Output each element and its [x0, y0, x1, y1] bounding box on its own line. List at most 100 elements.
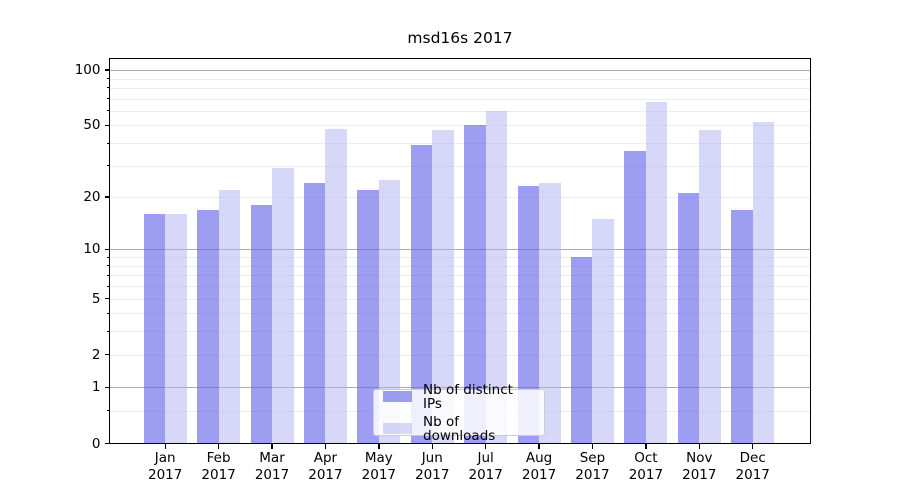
bar-oct-downloads	[645, 102, 668, 444]
y-tick-label-2: 2	[91, 346, 101, 363]
y-minor-tick-70	[107, 98, 110, 100]
gridline-60	[110, 110, 810, 112]
x-label-year: 2017	[735, 466, 770, 483]
y-minor-tick-3	[107, 330, 110, 332]
bar-nov-distinct-ips	[677, 193, 700, 444]
x-label-year: 2017	[148, 466, 183, 483]
x-tick-nov	[698, 443, 700, 449]
x-label-month: Apr	[313, 450, 338, 466]
bar-apr-distinct-ips	[303, 183, 326, 444]
y-minor-tick-40	[107, 142, 110, 144]
x-tick-label-may: May 2017	[362, 450, 396, 483]
legend-label-downloads: Nb of downloads	[423, 413, 496, 444]
legend: Nb of distinct IPs Nb of downloads	[373, 383, 545, 443]
gridline-50	[110, 125, 810, 127]
y-minor-tick-90	[107, 78, 110, 80]
gridline-80	[110, 87, 810, 89]
x-tick-label-sep: Sep 2017	[575, 450, 609, 483]
x-label-month: Oct	[634, 450, 658, 466]
y-minor-tick-30	[107, 165, 110, 167]
x-label-month: Jun	[421, 450, 443, 466]
x-label-month: Dec	[739, 450, 766, 466]
x-tick-mar	[271, 443, 273, 449]
x-tick-dec	[752, 443, 754, 449]
legend-item-distinct-ips: Nb of distinct IPs	[383, 383, 535, 411]
y-minor-tick-50	[107, 124, 110, 126]
bar-mar-downloads	[272, 168, 294, 444]
bar-jul-distinct-ips	[464, 125, 486, 444]
x-tick-label-apr: Apr 2017	[308, 450, 342, 483]
legend-item-downloads: Nb of downloads	[383, 415, 535, 443]
gridline-10	[110, 249, 810, 251]
bar-sep-distinct-ips	[570, 257, 593, 444]
y-minor-tick-9	[107, 256, 110, 258]
y-minor-tick-2	[107, 354, 110, 356]
x-tick-label-jun: Jun 2017	[415, 450, 449, 483]
legend-swatch-downloads	[383, 422, 412, 435]
bar-apr-downloads	[325, 128, 347, 444]
x-label-year: 2017	[521, 466, 557, 483]
y-tick-label-5: 5	[91, 290, 101, 307]
y-tick-label-0: 0	[91, 435, 101, 452]
y-tick-label-1: 1	[91, 379, 101, 396]
x-tick-label-jul: Jul 2017	[468, 450, 502, 483]
y-minor-tick-5	[107, 298, 110, 300]
y-tick-label-50: 50	[83, 117, 101, 134]
plot-area	[110, 59, 810, 444]
x-tick-apr	[324, 443, 327, 449]
x-tick-jan	[164, 443, 166, 449]
gridline-8	[110, 265, 810, 267]
gridline-20	[110, 197, 810, 199]
bar-nov-downloads	[699, 130, 721, 444]
bar-jul-downloads	[485, 110, 508, 444]
x-tick-label-mar: Mar 2017	[255, 450, 289, 483]
x-tick-label-jan: Jan 2017	[148, 450, 182, 483]
x-label-month: Mar	[259, 450, 285, 466]
x-tick-feb	[217, 443, 220, 449]
bar-dec-downloads	[752, 122, 775, 444]
gridline-40	[110, 143, 810, 145]
gridline-1	[110, 387, 810, 389]
x-label-month: Aug	[525, 450, 553, 466]
y-tick-label-100: 100	[74, 62, 101, 79]
legend-label-distinct-ips: Nb of distinct IPs	[423, 381, 513, 412]
x-tick-label-aug: Aug 2017	[522, 450, 556, 483]
x-tick-label-nov: Nov 2017	[682, 450, 716, 483]
y-tick-100	[104, 69, 110, 71]
legend-swatch-distinct-ips	[383, 390, 412, 403]
x-label-month: Jan	[154, 450, 176, 466]
bar-dec-distinct-ips	[731, 209, 753, 444]
x-tick-label-dec: Dec 2017	[736, 450, 770, 483]
bar-feb-distinct-ips	[197, 209, 219, 444]
gridline-5	[110, 298, 810, 300]
y-tick-label-10: 10	[83, 241, 101, 258]
y-minor-tick-20	[107, 196, 110, 198]
chart-title: msd16s 2017	[407, 29, 513, 47]
bar-jun-downloads	[432, 130, 454, 444]
x-label-month: Feb	[206, 450, 231, 466]
bar-aug-distinct-ips	[517, 186, 540, 444]
bar-may-downloads	[378, 179, 401, 444]
x-label-year: 2017	[254, 466, 290, 483]
bar-may-distinct-ips	[357, 189, 379, 444]
gridline-7	[110, 275, 810, 277]
y-minor-tick-7	[107, 274, 110, 276]
x-tick-aug	[538, 443, 540, 449]
bar-sep-downloads	[592, 219, 614, 444]
y-tick-label-20: 20	[83, 189, 101, 206]
x-tick-jun	[431, 443, 433, 449]
gridline-100	[110, 70, 810, 72]
y-minor-tick-4	[107, 312, 110, 314]
x-label-year: 2017	[415, 466, 450, 483]
bar-aug-downloads	[539, 183, 561, 444]
y-minor-tick-80	[107, 87, 110, 89]
y-tick-0	[104, 442, 110, 445]
x-label-month: Jul	[477, 450, 494, 466]
x-tick-may	[378, 443, 380, 449]
gridline-9	[110, 257, 810, 259]
bar-jan-downloads	[165, 214, 187, 444]
gridline-2	[110, 354, 810, 356]
y-minor-tick-0.5	[107, 410, 110, 412]
bar-mar-distinct-ips	[250, 205, 273, 444]
gridline-90	[110, 78, 810, 80]
